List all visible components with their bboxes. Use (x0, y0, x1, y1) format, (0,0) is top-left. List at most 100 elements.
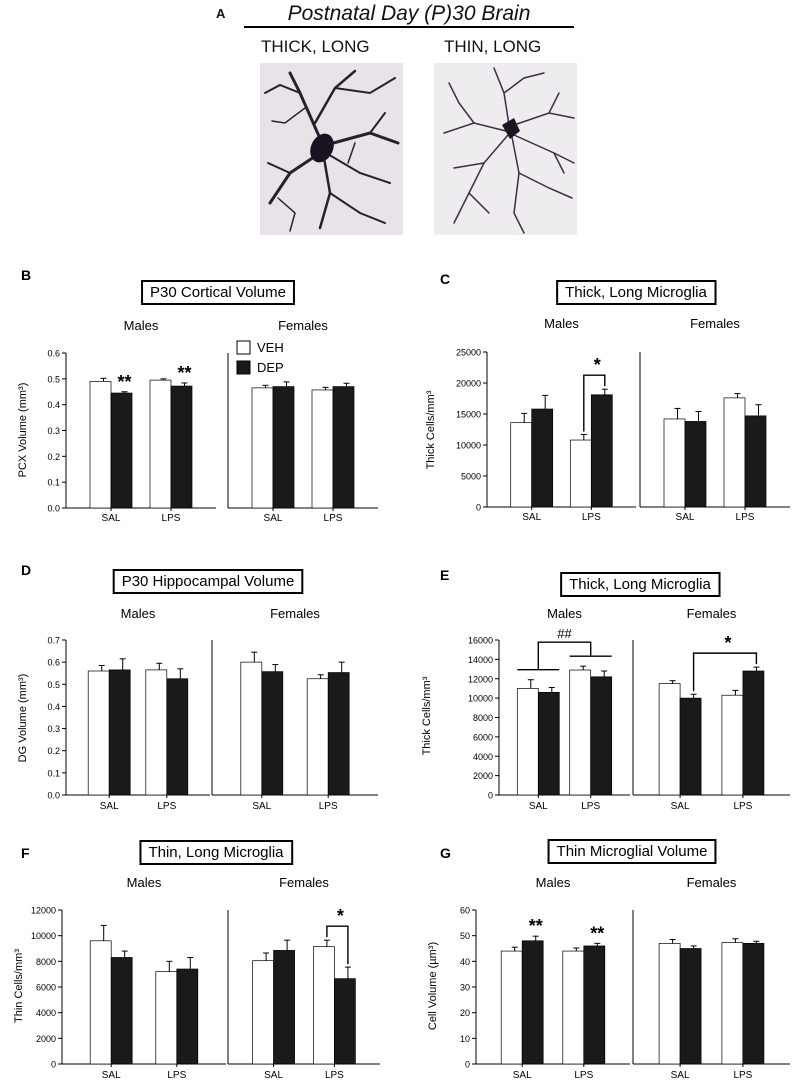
panel-e-males-cat-lps: LPS (581, 801, 600, 812)
panel-c-females-bar-lps-dep (744, 415, 767, 508)
panel-f-females-cat-sal: SAL (264, 1070, 283, 1081)
panel-g-title-box (547, 839, 717, 864)
panel-g-males-ytick-label: 30 (460, 983, 470, 993)
panel-f-males-cat-sal: SAL (102, 1070, 121, 1081)
panel-f-females-cat-lps: LPS (325, 1070, 344, 1081)
panel-e-males-label: Males (547, 606, 582, 621)
panel-b-males-ytick-label: 0.1 (47, 478, 60, 488)
panel-e-letter: E (440, 567, 449, 583)
panel-g-females-bar-sal-dep (679, 948, 702, 1065)
panel-f-males-ytick-label: 0 (51, 1060, 56, 1070)
panel-e-females-sig-bracket (692, 652, 758, 692)
panel-b-males-ytick-label: 0.0 (47, 504, 60, 514)
panel-c-males-ytick-label: 5000 (461, 472, 481, 482)
panel-e-males-group-marker: ## (557, 626, 572, 641)
panel-c-males-bar-sal-veh (510, 422, 533, 508)
panel-g-letter: G (440, 845, 451, 861)
panel-e-females-sig-marker: * (724, 633, 731, 653)
panel-c-males-bar-lps-veh (569, 439, 592, 508)
panel-e-males-ytick-label: 14000 (468, 655, 493, 665)
panel-c-females-cat-lps: LPS (736, 512, 755, 523)
panel-g-males-bar-lps-veh (562, 950, 585, 1065)
panel-g-males-label: Males (536, 875, 571, 890)
panel-a-title: Postnatal Day (P)30 Brain (244, 2, 574, 28)
panel-g-males-sig-marker: ** (529, 916, 543, 936)
panel-c-letter: C (440, 271, 450, 287)
panel-f-title-box (139, 840, 294, 865)
panel-g-males-ytick-label: 40 (460, 957, 470, 967)
panel-c-males-cat-lps: LPS (582, 512, 601, 523)
panel-d-males-ytick-label: 0.3 (47, 724, 60, 734)
panel-e-females-label: Females (687, 606, 737, 621)
panel-d-females-bar-lps-dep (327, 672, 350, 796)
panel-g-females-cat-lps: LPS (733, 1070, 752, 1081)
panel-e-females-cat-sal: SAL (671, 801, 690, 812)
panel-b-title-box (141, 280, 295, 305)
thick-microglia-drawing (264, 69, 400, 232)
panel-b-title: P30 Cortical Volume (150, 284, 286, 301)
panel-f-males-ytick-label: 6000 (36, 983, 56, 993)
panel-f-males-label: Males (127, 875, 162, 890)
panel-g-males-ytick-label: 60 (460, 906, 470, 916)
panel-f-males-cat-lps: LPS (167, 1070, 186, 1081)
panel-d-males-bar-lps-dep (166, 678, 189, 796)
panel-b-males-bar-lps-veh (149, 379, 172, 509)
panel-c-title-box (556, 280, 717, 305)
panel-e-ylabel: Thick Cells/mm³ (421, 676, 433, 755)
panel-g-males-sig-marker: ** (590, 923, 604, 943)
thick-long-caption: THICK, LONG (261, 37, 370, 56)
panel-e-males-ytick-label: 16000 (468, 636, 493, 646)
panel-g-males-ytick-label: 0 (465, 1060, 470, 1070)
panel-e-males-ytick-label: 0 (488, 791, 493, 801)
panel-g-males-cat-lps: LPS (574, 1070, 593, 1081)
panel-b-females-cat-sal: SAL (264, 513, 283, 524)
panel-c-males-sig-bracket (583, 374, 606, 432)
panel-g-males-ytick-label: 10 (460, 1034, 470, 1044)
panel-g-males-ytick-label: 50 (460, 931, 470, 941)
panel-d-males-ytick-label: 0.2 (47, 746, 60, 756)
panel-f-females-bar-sal-dep (273, 950, 295, 1065)
panel-d-males-ytick-label: 0.0 (47, 791, 60, 801)
legend-dep-swatch (236, 360, 251, 375)
panel-e-males-ytick-label: 12000 (468, 674, 493, 684)
thin-long-micrograph (434, 63, 577, 235)
panel-d-ylabel: DG Volume (mm³) (17, 674, 29, 763)
panel-d-males-cat-lps: LPS (157, 801, 176, 812)
panel-b-males-cat-sal: SAL (102, 513, 121, 524)
panel-b-males-bar-lps-dep (170, 385, 193, 509)
panel-f-males-bar-sal-veh (89, 940, 112, 1065)
panel-f-males-bar-lps-veh (155, 971, 178, 1065)
panel-b-males-ytick-label: 0.4 (47, 400, 60, 410)
panel-f-males-bar-sal-dep (110, 957, 133, 1065)
panel-e-males-ytick-label: 6000 (473, 732, 493, 742)
panel-d-females-cat-sal: SAL (252, 801, 271, 812)
panel-d-males-ytick-label: 0.4 (47, 702, 60, 712)
panel-e-females-bar-lps-dep (742, 670, 765, 796)
panel-c-title: Thick, Long Microglia (565, 284, 707, 301)
panel-e-males-bar-lps-veh (569, 669, 592, 796)
panel-c-males-label: Males (544, 316, 579, 331)
panel-b-males-ytick-label: 0.5 (47, 374, 60, 384)
panel-g-males-bar-sal-dep (521, 940, 544, 1065)
panel-b-females-label: Females (278, 318, 328, 333)
panel-d-females-bar-sal-veh (240, 661, 263, 796)
thin-long-caption: THIN, LONG (444, 37, 542, 56)
panel-d-title-box (112, 569, 304, 594)
panel-c-females-bar-lps-veh (723, 397, 746, 508)
panel-f-males-ytick-label: 4000 (36, 1008, 56, 1018)
thin-microglia-drawing (443, 67, 575, 234)
panel-c-males-bar-lps-dep (590, 394, 613, 508)
panel-g-males-bar-lps-dep (583, 945, 606, 1065)
panel-c-females-bar-sal-veh (663, 418, 686, 508)
panel-c-females-cat-sal: SAL (676, 512, 695, 523)
panel-b-males-bar-sal-dep (110, 392, 133, 509)
panel-g-females-cat-sal: SAL (671, 1070, 690, 1081)
panel-f-males-ytick-label: 8000 (36, 957, 56, 967)
panel-e-males-bar-sal-veh (516, 688, 539, 796)
panel-b-females-bar-lps-dep (332, 386, 355, 509)
panel-c-females-bar-sal-dep (684, 421, 707, 508)
panel-e-females-bar-lps-veh (721, 694, 744, 796)
panel-c-males-ytick-label: 20000 (456, 379, 481, 389)
panel-e-males-ytick-label: 2000 (473, 771, 493, 781)
